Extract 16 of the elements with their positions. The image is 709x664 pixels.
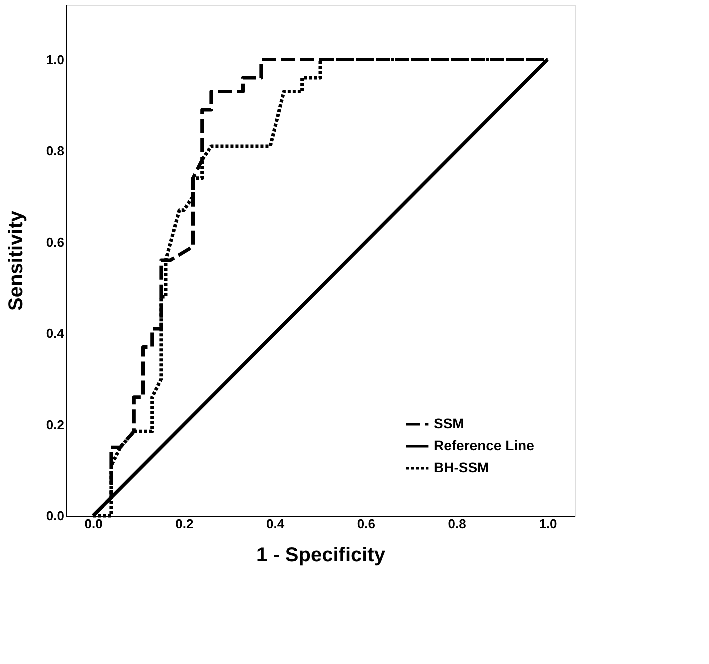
y-tick-label: 0.2 xyxy=(46,417,64,432)
y-tick-label: 0.6 xyxy=(46,234,64,250)
y-tick-label: 0.4 xyxy=(46,326,66,341)
x-tick-label: 0.8 xyxy=(448,516,466,532)
x-tick-label: 0.2 xyxy=(176,516,194,532)
legend-label: BH-SSM xyxy=(434,460,490,476)
x-tick-label: 0.6 xyxy=(357,516,376,532)
x-axis-title: 1 - Specificity xyxy=(256,544,386,566)
y-tick-label: 1.0 xyxy=(46,52,64,68)
x-tick-label: 0.4 xyxy=(266,516,286,532)
y-tick-label: 0.8 xyxy=(46,144,64,158)
legend-label: SSM xyxy=(434,416,464,432)
legend-label: Reference Line xyxy=(434,438,535,454)
x-tick-label: 0.0 xyxy=(84,516,103,532)
x-tick-label: 1.0 xyxy=(539,516,558,532)
y-axis-title: Sensitivity xyxy=(5,210,28,312)
